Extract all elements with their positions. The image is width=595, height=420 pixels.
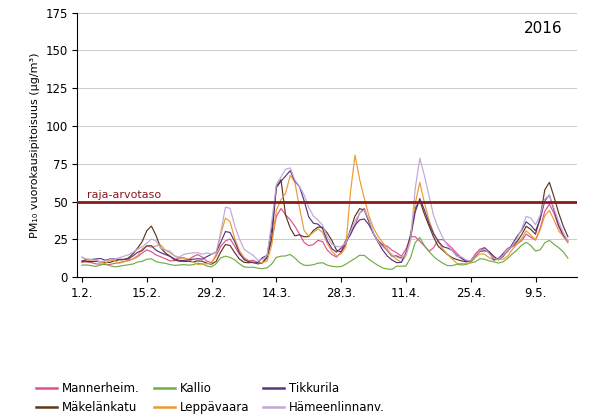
Mäkelänkatu — [509, 243, 516, 248]
Hämeenlinnanv. — [397, 256, 405, 261]
Mannerheim. — [504, 246, 511, 251]
Mäkelänkatu — [564, 234, 571, 239]
Mannerheim. — [416, 239, 424, 244]
Leppävaara — [509, 247, 516, 252]
Mäkelänkatu — [208, 262, 215, 267]
Leppävaara — [402, 253, 409, 258]
Line: Kallio: Kallio — [82, 238, 568, 269]
Leppävaara — [421, 200, 428, 205]
Kallio — [365, 257, 372, 262]
Hämeenlinnanv. — [92, 257, 99, 262]
Kallio — [564, 256, 571, 261]
Hämeenlinnanv. — [365, 217, 372, 222]
Tikkurila — [250, 260, 257, 265]
Mannerheim. — [92, 261, 99, 266]
Leppävaara — [564, 240, 571, 245]
Hämeenlinnanv. — [509, 244, 516, 249]
Tikkurila — [509, 241, 516, 247]
Mäkelänkatu — [79, 258, 86, 263]
Line: Hämeenlinnanv.: Hämeenlinnanv. — [82, 158, 568, 262]
Leppävaara — [352, 152, 359, 158]
Y-axis label: PM₁₀ vuorokausipitoisuus (μg/m³): PM₁₀ vuorokausipitoisuus (μg/m³) — [30, 52, 40, 238]
Line: Leppävaara: Leppävaara — [82, 155, 568, 265]
Legend: Mannerheim., Mäkelänkatu, Kallio, Leppävaara, Tikkurila, Hämeenlinnanv.: Mannerheim., Mäkelänkatu, Kallio, Leppäv… — [36, 382, 385, 414]
Text: 2016: 2016 — [524, 21, 562, 36]
Kallio — [361, 253, 368, 258]
Tikkurila — [421, 207, 428, 213]
Hämeenlinnanv. — [421, 173, 428, 178]
Kallio — [416, 235, 424, 240]
Tikkurila — [92, 257, 99, 262]
Leppävaara — [194, 262, 201, 267]
Hämeenlinnanv. — [564, 239, 571, 244]
Mäkelänkatu — [370, 231, 377, 236]
Leppävaara — [370, 226, 377, 231]
Kallio — [397, 264, 405, 269]
Tikkurila — [402, 250, 409, 255]
Kallio — [79, 262, 86, 268]
Hämeenlinnanv. — [97, 260, 104, 265]
Mäkelänkatu — [375, 239, 382, 244]
Tikkurila — [79, 259, 86, 264]
Leppävaara — [92, 257, 99, 262]
Mannerheim. — [370, 231, 377, 236]
Tikkurila — [564, 239, 571, 244]
Kallio — [509, 251, 516, 256]
Line: Tikkurila: Tikkurila — [82, 171, 568, 263]
Mannerheim. — [365, 218, 372, 223]
Mäkelänkatu — [277, 177, 284, 182]
Hämeenlinnanv. — [370, 231, 377, 236]
Line: Mannerheim.: Mannerheim. — [82, 204, 568, 265]
Mannerheim. — [102, 262, 109, 267]
Leppävaara — [375, 234, 382, 239]
Mannerheim. — [79, 260, 86, 265]
Hämeenlinnanv. — [416, 156, 424, 161]
Leppävaara — [79, 255, 86, 260]
Mäkelänkatu — [92, 259, 99, 264]
Mannerheim. — [564, 239, 571, 244]
Line: Mäkelänkatu: Mäkelänkatu — [82, 180, 568, 264]
Kallio — [92, 264, 99, 269]
Mäkelänkatu — [402, 252, 409, 257]
Kallio — [389, 267, 396, 272]
Hämeenlinnanv. — [79, 255, 86, 260]
Tikkurila — [287, 168, 294, 173]
Kallio — [421, 243, 428, 248]
Mäkelänkatu — [421, 212, 428, 217]
Tikkurila — [375, 240, 382, 245]
Tikkurila — [370, 231, 377, 236]
Mannerheim. — [397, 254, 405, 259]
Text: raja-arvotaso: raja-arvotaso — [87, 190, 161, 200]
Mannerheim. — [546, 202, 553, 207]
